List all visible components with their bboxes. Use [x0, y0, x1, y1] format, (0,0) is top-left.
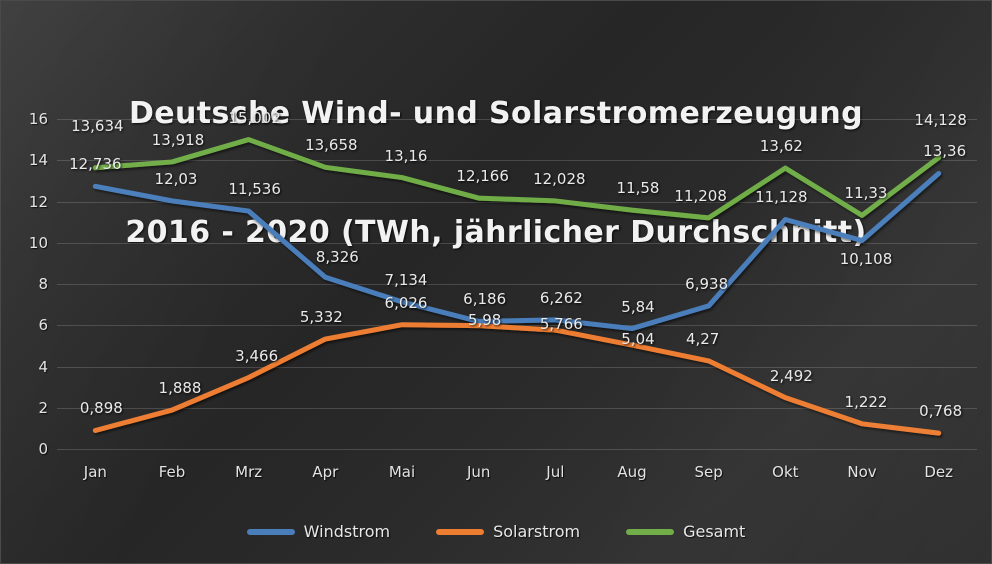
y-axis-tick-label: 0 [38, 440, 48, 458]
y-axis-tick-label: 2 [38, 398, 48, 417]
series-line-gesamt [92, 137, 942, 221]
y-axis-tick-label: 8 [38, 275, 48, 293]
x-axis-tick-label: Nov [847, 463, 877, 481]
legend-swatch [436, 528, 485, 535]
gridline [57, 366, 977, 368]
gridline [57, 160, 977, 162]
chart-title-line-2: 2016 - 2020 (TWh, jährlicher Durchschnit… [125, 214, 867, 250]
y-axis-tick-label: 6 [38, 316, 48, 335]
x-axis-tick-label: Jan [83, 463, 107, 481]
series-line-windstrom [92, 170, 942, 332]
x-axis-tick-label: Okt [772, 463, 799, 481]
chart-title-line-1: Deutsche Wind- und Solarstromerzeugung [128, 96, 864, 132]
x-axis-tick-label: Apr [312, 463, 339, 481]
y-axis-tick-label: 16 [28, 110, 48, 128]
legend-swatch [626, 528, 675, 535]
x-axis-tick-label: Sep [694, 463, 723, 481]
x-axis-tick-label: Jul [546, 463, 565, 481]
legend-item-gesamt[interactable]: Gesamt [626, 522, 745, 541]
y-axis-tick-label: 10 [28, 233, 48, 252]
gridline [57, 242, 977, 244]
legend-swatch [246, 528, 295, 535]
x-axis-tick-label: Feb [158, 463, 186, 481]
x-axis-tick-label: Dez [924, 463, 953, 481]
legend-item-windstrom[interactable]: Windstrom [246, 522, 391, 541]
gridline [57, 407, 977, 409]
gridline [57, 449, 977, 450]
x-axis-tick-label: Mrz [235, 463, 263, 481]
x-axis-tick-label: Mai [388, 463, 416, 481]
series-lines-layer [92, 137, 942, 436]
legend-label: Solarstrom [493, 522, 581, 541]
y-axis-tick-label: 14 [28, 151, 48, 170]
x-axis-tick-label: Jun [466, 463, 491, 481]
legend-label: Gesamt [683, 522, 746, 541]
y-axis-tick-label: 4 [38, 357, 48, 376]
y-axis-tick-label: 12 [28, 192, 48, 211]
plot-area: 0 2 4 6 8 10 12 14 16 12,736 12,03 11,536 8,326 7,13… [29, 109, 977, 481]
series-line-solarstrom [92, 322, 942, 436]
legend-item-solarstrom[interactable]: Solarstrom [436, 522, 580, 541]
x-axis-tick-label: Aug [617, 463, 647, 481]
gridline [57, 284, 977, 285]
chart-legend: Windstrom Solarstrom Gesamt [1, 522, 991, 541]
legend-label: Windstrom [303, 522, 391, 541]
gridline [57, 119, 977, 120]
chart-title: Deutsche Wind- und Solarstromerzeugung 2… [1, 15, 991, 332]
